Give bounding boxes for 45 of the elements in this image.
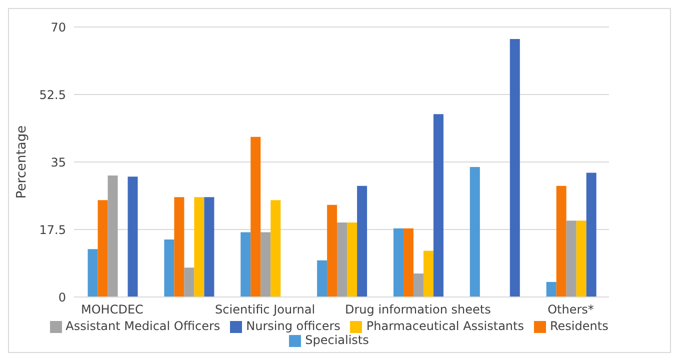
bar bbox=[337, 222, 348, 297]
bar bbox=[250, 136, 261, 297]
bar bbox=[174, 197, 184, 297]
bar bbox=[586, 172, 596, 297]
legend-label: Assistant Medical Officers bbox=[66, 319, 220, 333]
bar bbox=[128, 176, 138, 297]
bar bbox=[403, 228, 414, 297]
bar bbox=[576, 220, 586, 297]
y-tick-label: 70 bbox=[50, 20, 66, 34]
x-tick-label: MOHCDEC bbox=[81, 302, 144, 317]
x-tick-label: Drug information sheets bbox=[344, 302, 491, 317]
y-tick-label: 17.5 bbox=[39, 222, 66, 237]
bar bbox=[204, 197, 214, 297]
bar bbox=[347, 222, 358, 297]
bar bbox=[556, 186, 566, 297]
bar bbox=[184, 268, 194, 297]
bar bbox=[546, 282, 556, 297]
legend-label: Pharmaceutical Assistants bbox=[366, 319, 524, 333]
bar bbox=[357, 186, 368, 297]
bar bbox=[270, 200, 281, 297]
x-tick-label: Others* bbox=[548, 302, 594, 317]
bar bbox=[164, 240, 174, 297]
bar bbox=[470, 167, 480, 297]
legend-label: Specialists bbox=[305, 333, 369, 347]
bar bbox=[260, 232, 271, 297]
y-tick-label: 0 bbox=[58, 290, 66, 304]
y-tick-label: 35 bbox=[50, 155, 66, 170]
bar bbox=[98, 200, 108, 297]
bar bbox=[423, 250, 434, 297]
bar bbox=[393, 228, 404, 297]
bar bbox=[566, 220, 576, 297]
bar bbox=[413, 273, 424, 297]
bar bbox=[108, 176, 118, 297]
legend-label: Nursing officers bbox=[246, 319, 340, 333]
bar bbox=[317, 260, 328, 297]
bar bbox=[194, 197, 204, 297]
legend-label: Residents bbox=[550, 319, 608, 333]
y-axis-title: Percentage bbox=[14, 125, 30, 199]
bar bbox=[510, 38, 520, 297]
bar bbox=[88, 249, 98, 297]
bar bbox=[240, 232, 251, 297]
x-tick-label: Scientific Journal bbox=[215, 302, 316, 317]
bar bbox=[327, 204, 338, 297]
bar bbox=[433, 114, 444, 297]
y-tick-label: 52.5 bbox=[39, 88, 66, 102]
